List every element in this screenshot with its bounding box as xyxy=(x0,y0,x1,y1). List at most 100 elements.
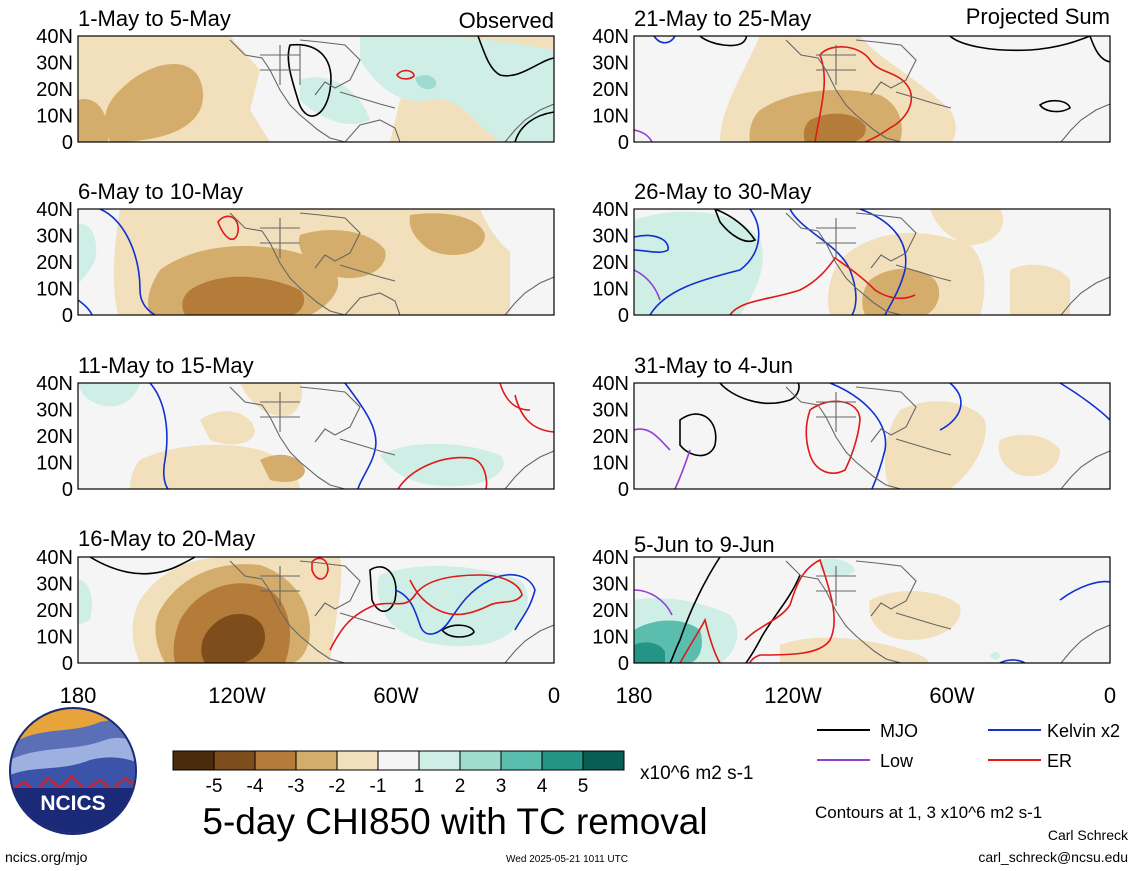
colorbar-label: 2 xyxy=(455,776,466,797)
lat-tick-label: 0 xyxy=(618,479,629,501)
lat-tick-label: 40N xyxy=(36,199,73,221)
map-panel-2 xyxy=(77,208,555,316)
panel-7-title: 31-May to 4-Jun xyxy=(634,353,793,378)
lat-tick-label: 10N xyxy=(36,627,73,649)
observed-label: Observed xyxy=(459,8,554,33)
timestamp: Wed 2025-05-21 1011 UTC xyxy=(506,854,628,865)
panel-4-title: 16-May to 20-May xyxy=(78,526,255,551)
colorbar-label: 1 xyxy=(414,776,425,797)
latitude-axis: 40N 30N 20N 10N 0 40N 30N 20N 10N 0 40N 30N 20N 10N 0 4… xyxy=(36,26,629,675)
colorbar-swatch xyxy=(582,750,625,771)
lat-tick-label: 0 xyxy=(62,479,73,501)
legend-label: Kelvin x2 xyxy=(1047,721,1120,741)
panel-6-title: 26-May to 30-May xyxy=(634,179,811,204)
author-email: carl_schreck@ncsu.edu xyxy=(978,849,1128,865)
colorbar-swatch xyxy=(336,750,379,771)
colorbar-label: 4 xyxy=(537,776,548,797)
legend-item-low: Low xyxy=(817,751,914,771)
lat-tick-label: 0 xyxy=(618,305,629,327)
colorbar: -5 -4 -3 -2 -1 1 2 3 4 5 x10^6 m2 s-1 xyxy=(172,750,753,797)
lat-tick-label: 40N xyxy=(36,373,73,395)
lat-tick-label: 20N xyxy=(592,600,629,622)
lon-tick-label: 120W xyxy=(764,683,822,708)
lat-tick-label: 30N xyxy=(592,400,629,422)
panel-3-title: 11-May to 15-May xyxy=(78,353,254,378)
contour-legend: MJO Kelvin x2 Low ER xyxy=(817,721,1120,771)
figure-title: 5-day CHI850 with TC removal xyxy=(202,801,707,842)
colorbar-swatch xyxy=(418,750,461,771)
colorbar-swatch xyxy=(295,750,338,771)
colorbar-label: -1 xyxy=(370,776,387,797)
legend-item-kelvin: Kelvin x2 xyxy=(988,721,1120,741)
legend-label: MJO xyxy=(880,721,918,741)
colorbar-swatch xyxy=(172,750,215,771)
lat-tick-label: 20N xyxy=(592,79,629,101)
lat-tick-label: 10N xyxy=(36,453,73,475)
lat-tick-label: 40N xyxy=(592,26,629,48)
contour-note: Contours at 1, 3 x10^6 m2 s-1 xyxy=(815,803,1042,822)
panel-5-title: 21-May to 25-May xyxy=(634,6,811,31)
author-name: Carl Schreck xyxy=(1048,827,1129,843)
lat-tick-label: 10N xyxy=(592,106,629,128)
colorbar-swatch xyxy=(213,750,256,771)
lat-tick-label: 30N xyxy=(592,53,629,75)
map-panel-7 xyxy=(633,382,1111,490)
projected-sum-label: Projected Sum xyxy=(966,4,1110,29)
anomaly-fill xyxy=(360,36,554,142)
colorbar-label: 3 xyxy=(496,776,507,797)
lat-tick-label: 0 xyxy=(62,653,73,675)
lat-tick-label: 40N xyxy=(36,26,73,48)
lat-tick-label: 0 xyxy=(62,132,73,154)
lat-tick-label: 30N xyxy=(36,400,73,422)
lat-tick-label: 30N xyxy=(36,226,73,248)
lat-tick-label: 10N xyxy=(592,453,629,475)
colorbar-swatch xyxy=(459,750,502,771)
map-panel-6 xyxy=(633,208,1111,316)
legend-label: ER xyxy=(1047,751,1072,771)
colorbar-label: 5 xyxy=(578,776,589,797)
er-contour xyxy=(396,69,415,80)
lon-tick-label: 0 xyxy=(548,683,560,708)
anomaly-fill xyxy=(300,77,370,124)
lat-tick-label: 40N xyxy=(36,547,73,569)
colorbar-label: -5 xyxy=(206,776,223,797)
map-panel-8 xyxy=(633,556,1111,664)
lat-tick-label: 20N xyxy=(592,426,629,448)
lat-tick-label: 40N xyxy=(592,199,629,221)
lon-tick-label: 180 xyxy=(616,683,653,708)
lon-tick-label: 60W xyxy=(929,683,974,708)
lat-tick-label: 10N xyxy=(36,106,73,128)
colorbar-swatch xyxy=(500,750,543,771)
lat-tick-label: 30N xyxy=(592,574,629,596)
lat-tick-label: 10N xyxy=(592,279,629,301)
colorbar-label: -2 xyxy=(329,776,346,797)
colorbar-label: -4 xyxy=(247,776,264,797)
coastlines xyxy=(229,39,554,142)
lat-tick-label: 10N xyxy=(36,279,73,301)
colorbar-swatch xyxy=(377,750,420,771)
colorbar-swatch xyxy=(541,750,584,771)
colorbar-units: x10^6 m2 s-1 xyxy=(640,763,753,784)
lon-tick-label: 180 xyxy=(60,683,97,708)
mjo-contour xyxy=(287,43,332,117)
legend-label: Low xyxy=(880,751,914,771)
lat-tick-label: 20N xyxy=(36,600,73,622)
lon-tick-label: 120W xyxy=(208,683,266,708)
lon-tick-label: 0 xyxy=(1104,683,1116,708)
panel-2-title: 6-May to 10-May xyxy=(78,179,243,204)
website-link: ncics.org/mjo xyxy=(5,849,88,865)
lat-tick-label: 30N xyxy=(36,574,73,596)
lat-tick-label: 20N xyxy=(592,252,629,274)
map-panel-5 xyxy=(633,35,1111,143)
lat-tick-label: 20N xyxy=(36,252,73,274)
anomaly-fill xyxy=(415,75,437,90)
panel-1-title: 1-May to 5-May xyxy=(78,6,231,31)
anomaly-fill xyxy=(104,63,204,142)
lat-tick-label: 0 xyxy=(618,653,629,675)
lat-tick-label: 40N xyxy=(592,373,629,395)
logo-text: NCICS xyxy=(40,792,105,815)
lat-tick-label: 40N xyxy=(592,547,629,569)
lat-tick-label: 20N xyxy=(36,79,73,101)
lat-tick-label: 0 xyxy=(62,305,73,327)
map-panel-4 xyxy=(77,556,555,664)
